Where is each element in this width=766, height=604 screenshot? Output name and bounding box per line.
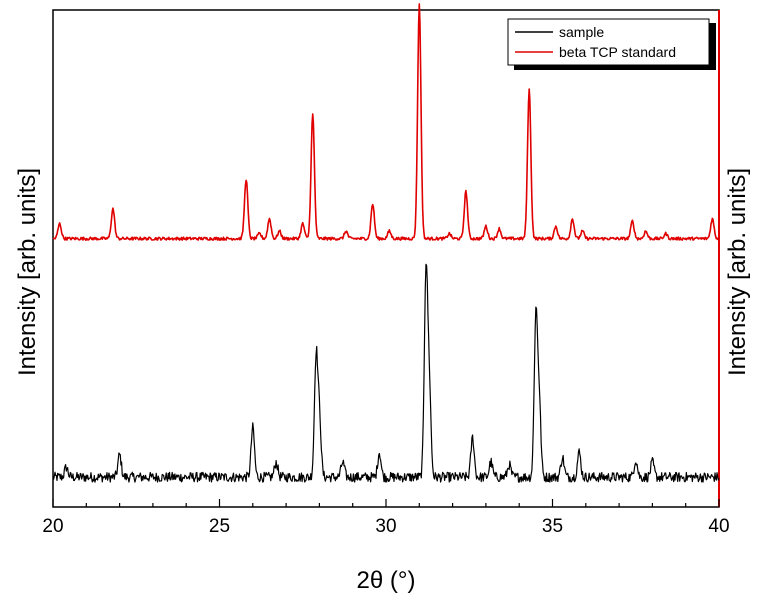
x-axis-ticks: 20 25 30 35 40 — [42, 499, 730, 537]
x-tick-label: 35 — [542, 516, 563, 537]
series-line-beta-tcp-standard — [52, 3, 720, 241]
series-line-sample — [52, 263, 720, 483]
plot-frame — [52, 9, 720, 508]
y-axis-title-right: Intensity [arb. units] — [724, 168, 751, 376]
x-tick-label: 40 — [708, 516, 729, 537]
x-axis-title: 2θ (°) — [357, 567, 416, 594]
legend-label-beta-tcp: beta TCP standard — [559, 44, 676, 60]
x-tick-label: 25 — [209, 516, 230, 537]
legend-box — [507, 18, 710, 66]
y-axis-title-left: Intensity [arb. units] — [14, 168, 41, 376]
legend: sample beta TCP standard — [507, 18, 716, 70]
x-tick-label: 30 — [375, 516, 396, 537]
plot-area — [52, 9, 720, 508]
legend-label-sample: sample — [559, 24, 604, 40]
x-tick-label: 20 — [42, 516, 63, 537]
series-layer — [52, 3, 720, 483]
